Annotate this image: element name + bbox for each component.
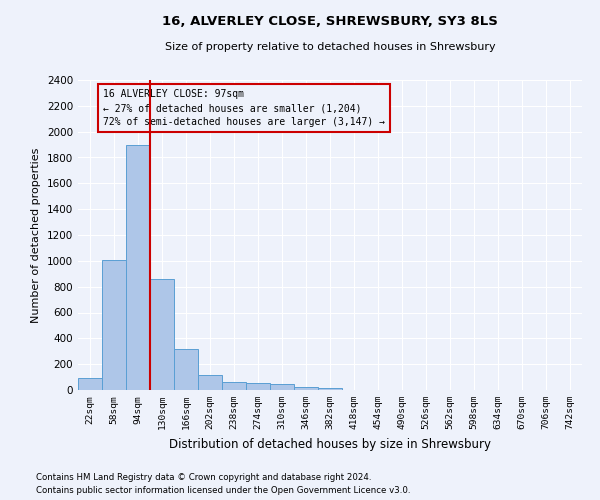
- Bar: [174, 350, 198, 390]
- Bar: [198, 374, 222, 390]
- Bar: [78, 378, 102, 390]
- Text: Contains HM Land Registry data © Crown copyright and database right 2024.: Contains HM Land Registry data © Crown c…: [36, 474, 371, 482]
- X-axis label: Distribution of detached houses by size in Shrewsbury: Distribution of detached houses by size …: [169, 438, 491, 450]
- Text: Contains public sector information licensed under the Open Government Licence v3: Contains public sector information licen…: [36, 486, 410, 495]
- Y-axis label: Number of detached properties: Number of detached properties: [31, 148, 41, 322]
- Bar: [270, 384, 294, 390]
- Bar: [102, 260, 126, 390]
- Text: 16 ALVERLEY CLOSE: 97sqm
← 27% of detached houses are smaller (1,204)
72% of sem: 16 ALVERLEY CLOSE: 97sqm ← 27% of detach…: [103, 89, 385, 127]
- Bar: [294, 387, 318, 390]
- Bar: [150, 279, 174, 390]
- Text: 16, ALVERLEY CLOSE, SHREWSBURY, SY3 8LS: 16, ALVERLEY CLOSE, SHREWSBURY, SY3 8LS: [162, 15, 498, 28]
- Text: Size of property relative to detached houses in Shrewsbury: Size of property relative to detached ho…: [164, 42, 496, 52]
- Bar: [318, 388, 342, 390]
- Bar: [246, 384, 270, 390]
- Bar: [126, 145, 150, 390]
- Bar: [222, 382, 246, 390]
